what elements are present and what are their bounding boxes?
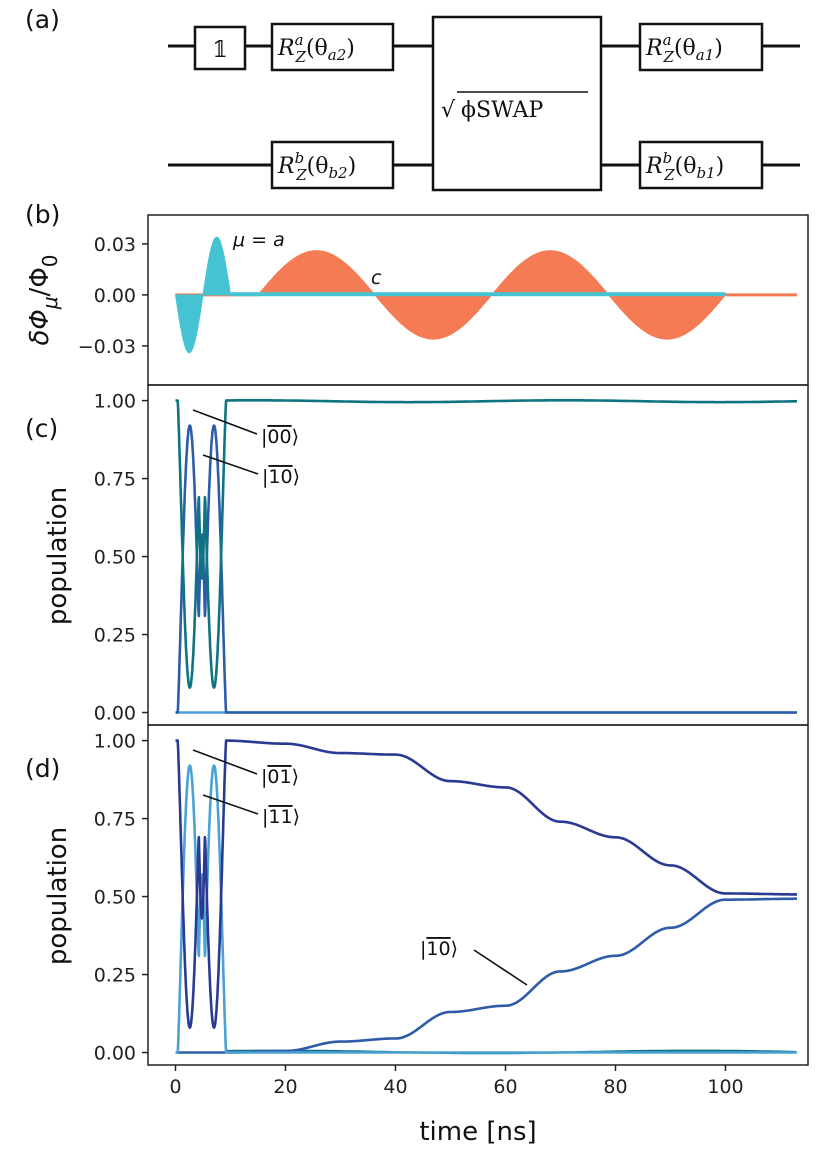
svg-text:RaZ(θa1): Ra Z(θa1) xyxy=(645,31,723,66)
rz-gate-b2: Rb Z(θb2) xyxy=(270,140,395,190)
svg-text:RbZ(θb2): Rb Z(θb2) xyxy=(277,149,356,184)
chart-d-xticks: 0 20 40 60 80 100 xyxy=(169,1065,744,1098)
series-10-c xyxy=(174,424,798,714)
chart-c-ylabel: population xyxy=(43,487,73,625)
identity-gate-label: 𝟙 xyxy=(212,38,227,63)
annotation-line-11 xyxy=(202,794,259,815)
chart-d-ylabel: population xyxy=(43,827,73,965)
series-10-d xyxy=(174,897,798,1054)
rz-gate-a1: Ra Z(θa1) xyxy=(638,22,764,72)
rz-gate-b1: Rb Z(θb1) xyxy=(638,140,764,190)
xtick-label: 20 xyxy=(273,1076,297,1098)
svg-text:RbZ(θb1): Rb Z(θb1) xyxy=(645,149,724,184)
xtick-label: 100 xyxy=(707,1076,743,1098)
circuit-diagram: (a) 𝟙 Ra Z(θa2) Rb Z(θb2) Ra Z(θa1) xyxy=(25,5,800,192)
annotation-line-00 xyxy=(192,409,258,435)
chart-b-ylabel: δΦμ/Φ0 xyxy=(25,254,62,345)
chart-d-xlabel: time [ns] xyxy=(419,1117,536,1147)
annotation-ket-01: |01⟩ xyxy=(261,766,299,788)
panel-label-d: (d) xyxy=(25,754,60,783)
chart-d-series xyxy=(174,739,798,1055)
xtick-label: 80 xyxy=(603,1076,627,1098)
sqrt-phi-swap-gate: √ ϕSWAP xyxy=(431,15,603,192)
xtick-label: 40 xyxy=(383,1076,407,1098)
ytick-label: 0.75 xyxy=(94,469,136,491)
annotation-c: c xyxy=(371,267,382,289)
series-a-offset xyxy=(230,292,726,297)
ytick-label: 0.25 xyxy=(94,965,136,987)
rz-gate-a2: Ra Z(θa2) xyxy=(270,22,395,72)
chart-b-series xyxy=(174,236,797,354)
series-a-pulse xyxy=(174,236,232,354)
chart-c-frame xyxy=(147,384,809,726)
panel-label-c: (c) xyxy=(25,414,58,443)
chart-b: −0.03 0.00 0.03 δΦμ/Φ0 μ = a c xyxy=(25,214,809,386)
ytick-label: 1.00 xyxy=(94,731,136,753)
ytick-label: 0.00 xyxy=(94,285,136,307)
identity-gate: 𝟙 xyxy=(193,25,247,71)
annotation-line-10-d xyxy=(473,949,528,986)
ytick-label: 0.00 xyxy=(94,1043,136,1065)
chart-c-yticks: 0.00 0.25 0.50 0.75 1.00 xyxy=(94,391,148,725)
series-00-c xyxy=(174,399,798,689)
ytick-label: 0.25 xyxy=(94,625,136,647)
xtick-label: 60 xyxy=(493,1076,517,1098)
annotation-mu-a: μ = a xyxy=(232,229,285,251)
swap-gate-label: ϕSWAP xyxy=(461,98,543,123)
series-11-d xyxy=(174,764,798,1054)
chart-d-yticks: 0.00 0.25 0.50 0.75 1.00 xyxy=(94,731,148,1065)
xtick-label: 0 xyxy=(169,1076,181,1098)
ytick-label: 0.50 xyxy=(94,547,136,569)
annotation-ket-10-c: |10⟩ xyxy=(262,466,300,488)
svg-text:RaZ(θa2): Ra Z(θa2) xyxy=(277,31,355,66)
ytick-label: 0.50 xyxy=(94,887,136,909)
chart-b-yticks: −0.03 0.00 0.03 xyxy=(78,234,148,358)
ytick-label: 0.75 xyxy=(94,809,136,831)
annotation-ket-00: |00⟩ xyxy=(261,426,299,448)
chart-d: 0.00 0.25 0.50 0.75 1.00 0 20 40 60 80 100 popula… xyxy=(43,724,809,1147)
ytick-label: 0.03 xyxy=(94,234,136,256)
series-01-d xyxy=(174,739,798,1029)
annotation-line-01 xyxy=(192,749,258,775)
panel-label-b: (b) xyxy=(25,200,60,229)
panel-label-a: (a) xyxy=(25,5,60,34)
annotation-ket-10-d: |10⟩ xyxy=(420,938,458,960)
chart-d-frame xyxy=(147,724,809,1066)
chart-c-series xyxy=(174,399,798,714)
chart-c: 0.00 0.25 0.50 0.75 1.00 population |00⟩ |10… xyxy=(43,384,809,726)
annotation-line-10-c xyxy=(202,454,259,475)
swap-root-sign: √ xyxy=(441,98,456,123)
ytick-label: 1.00 xyxy=(94,391,136,413)
annotation-ket-11: |11⟩ xyxy=(262,806,300,828)
ytick-label: −0.03 xyxy=(78,336,136,358)
ytick-label: 0.00 xyxy=(94,703,136,725)
